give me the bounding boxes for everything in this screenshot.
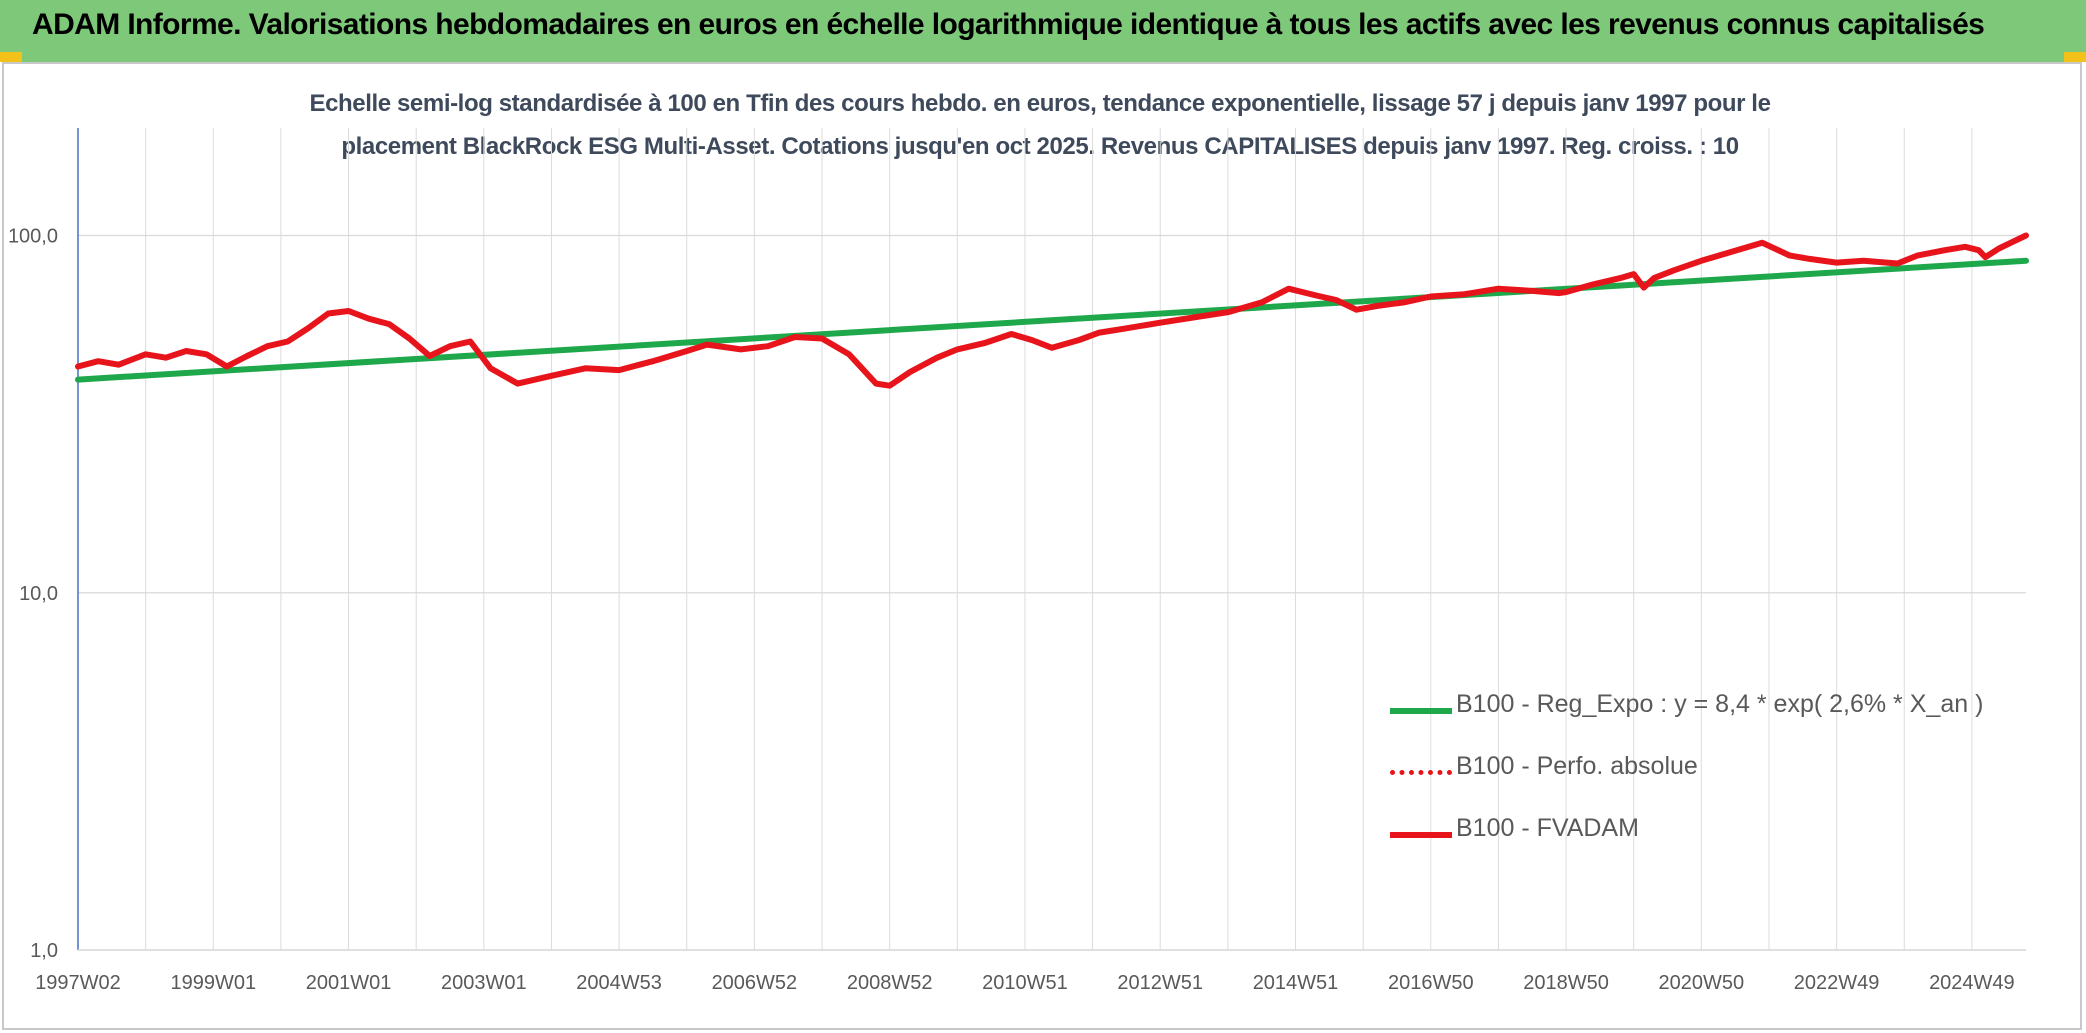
corner-marker-right	[2064, 52, 2086, 62]
x-tick-label: 2020W50	[1659, 972, 1745, 994]
x-tick-label: 2016W50	[1388, 972, 1474, 994]
x-tick-label: 1997W02	[35, 972, 121, 994]
report-header: ADAM Informe. Valorisations hebdomadaire…	[0, 0, 2086, 62]
x-tick-label: 2006W52	[712, 972, 798, 994]
y-tick-label: 10,0	[19, 583, 58, 605]
corner-marker-left	[0, 52, 22, 62]
x-tick-label: 2004W53	[576, 972, 662, 994]
legend-swatch-reg-expo	[1390, 708, 1452, 714]
x-tick-label: 2018W50	[1523, 972, 1609, 994]
x-tick-label: 2001W01	[306, 972, 392, 994]
chart-frame	[2, 62, 2082, 1030]
x-tick-label: 2008W52	[847, 972, 933, 994]
y-tick-label: 100,0	[8, 226, 58, 248]
x-tick-label: 2012W51	[1117, 972, 1203, 994]
legend-label-reg-expo: B100 - Reg_Expo : y = 8,4 * exp( 2,6% * …	[1456, 690, 1984, 718]
x-tick-label: 2010W51	[982, 972, 1068, 994]
x-tick-label: 2022W49	[1794, 972, 1880, 994]
legend-swatch-perfo-absolue	[1390, 770, 1452, 775]
legend-swatch-fvadam	[1390, 832, 1452, 838]
x-tick-label: 1999W01	[170, 972, 256, 994]
legend-label-fvadam: B100 - FVADAM	[1456, 814, 1639, 842]
y-tick-label: 1,0	[30, 940, 58, 962]
x-tick-label: 2003W01	[441, 972, 527, 994]
x-tick-label: 2024W49	[1929, 972, 2015, 994]
report-title: ADAM Informe. Valorisations hebdomadaire…	[32, 8, 1985, 41]
series-line-fvadam	[75, 232, 2029, 389]
legend-label-perfo-absolue: B100 - Perfo. absolue	[1456, 752, 1698, 780]
chart-title-line2: placement BlackRock ESG Multi-Asset. Cot…	[341, 133, 1739, 160]
chart-title-line1: Echelle semi-log standardisée à 100 en T…	[309, 90, 1771, 117]
series-line-reg-expo	[75, 257, 2029, 383]
x-tick-label: 2014W51	[1253, 972, 1339, 994]
